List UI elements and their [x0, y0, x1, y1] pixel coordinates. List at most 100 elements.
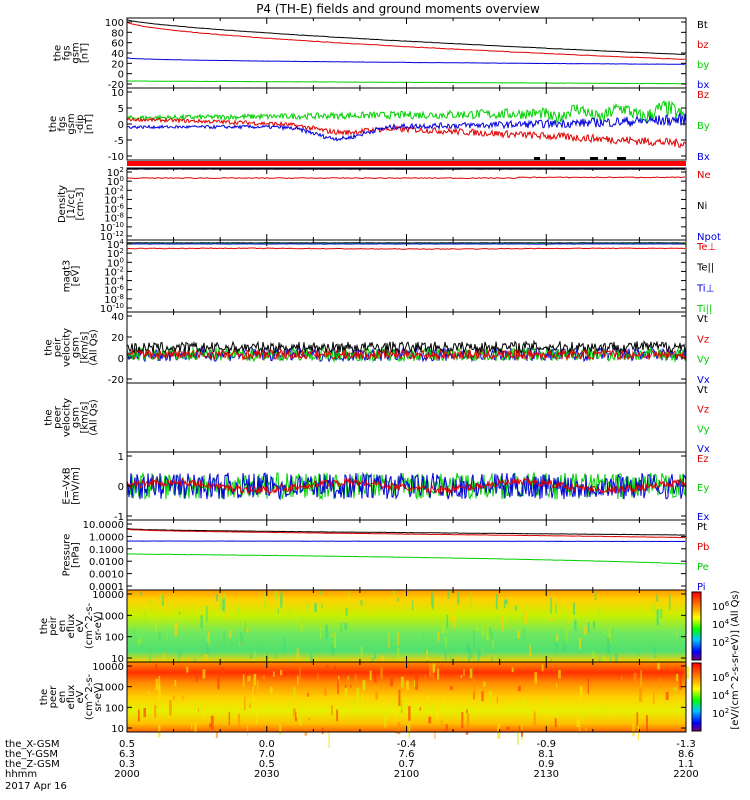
spectrogram-pixel: [404, 696, 407, 703]
spectrogram-pixel: [137, 709, 140, 722]
spectrogram-pixel: [263, 592, 266, 610]
spectrogram-pixel: [645, 697, 648, 706]
spectrogram-pixel: [300, 616, 304, 632]
spectrogram-pixel: [239, 641, 242, 645]
spectrogram-pixel: [259, 642, 261, 650]
spectrogram-pixel: [646, 715, 648, 732]
spectrogram-pixel: [205, 654, 208, 664]
spectrogram-pixel: [138, 638, 141, 644]
legend-by: by: [697, 60, 709, 71]
spectrogram-pixel: [250, 674, 252, 691]
spectrogram-pixel: [454, 659, 457, 663]
spectrogram-pixel: [505, 599, 508, 605]
ylabel-temp: [eV]: [71, 266, 82, 287]
spectrogram-pixel: [346, 679, 349, 684]
spectrogram-pixel: [209, 723, 212, 728]
spectrogram-pixel: [481, 642, 484, 656]
spectrogram-pixel: [133, 626, 135, 639]
colorbar-tick: 106: [712, 671, 730, 684]
spectrogram-pixel: [509, 615, 512, 628]
spectrogram-pixel: [460, 674, 463, 679]
series-bz: [126, 21, 686, 60]
ylabel-fgs-gsm: fgs: [62, 45, 73, 60]
spectrogram-pixel: [150, 599, 153, 604]
spectrogram-pixel: [620, 675, 623, 685]
spectrogram-pixel: [307, 603, 310, 609]
spectrogram-pixel: [637, 724, 640, 741]
spectrogram-pixel: [584, 606, 586, 614]
ytick-label: 0: [118, 120, 124, 131]
ylabel-efield: [mV/m]: [71, 467, 82, 505]
spectrogram-pixel: [453, 616, 456, 630]
spectrogram-pixel: [597, 608, 600, 615]
spectrogram-pixel: [419, 707, 422, 711]
spectrogram-pixel: [475, 627, 479, 632]
spectrogram-pixel: [221, 667, 224, 676]
ytick-label: 10: [111, 88, 124, 99]
spectrogram-pixel: [244, 621, 246, 636]
spectrogram-pixel: [299, 667, 301, 685]
spectrogram-pixel: [490, 632, 494, 641]
spectrogram-pixel: [360, 646, 363, 657]
spectrogram-pixel: [447, 590, 450, 599]
spectrogram-pixel: [587, 678, 589, 694]
spectrogram-pixel: [331, 645, 334, 656]
spectrogram-pixel: [344, 684, 347, 688]
spectrogram-pixel: [369, 670, 372, 681]
legend-ne: Ne: [697, 170, 711, 181]
ytick-label: 10.0000: [83, 520, 124, 531]
legend-vy: Vy: [697, 424, 710, 435]
spectrogram-pixel: [266, 653, 268, 659]
spectrogram-pixel: [676, 674, 679, 682]
ytick-label: 1000: [99, 683, 124, 694]
spectrogram-pixel: [558, 670, 561, 679]
spectrogram-pixel: [362, 679, 366, 691]
spectrogram-pixel: [296, 701, 298, 718]
spectrogram-pixel: [163, 652, 165, 662]
legend-te⊥: Te⊥: [696, 242, 716, 253]
ylabel-temp: magt3: [62, 260, 73, 293]
spectrogram-pixel: [511, 667, 514, 673]
spectrogram-pixel: [573, 602, 575, 615]
spectrogram-pixel: [657, 662, 660, 670]
xaxis-row-name: the_X-GSM: [5, 739, 59, 750]
xaxis-value: -0.4: [397, 739, 417, 750]
spectrogram-pixel: [673, 687, 677, 691]
legend-bz: bz: [697, 40, 709, 51]
spectrogram-pixel: [158, 631, 161, 642]
colorbar-tick: 104: [712, 689, 730, 702]
spectrogram-pixel: [336, 709, 339, 722]
spectrogram-pixel: [486, 623, 489, 641]
spectrogram-pixel: [280, 594, 282, 609]
spectrogram-pixel: [549, 617, 553, 622]
ytick-label: 10-4: [104, 275, 124, 288]
spectrogram-pixel: [242, 635, 245, 644]
ytick-label: 10000: [92, 662, 124, 673]
spectrogram-pixel: [174, 622, 178, 637]
series-pi: [126, 540, 686, 543]
legend-by: By: [697, 121, 710, 132]
spectrogram-pixel: [544, 698, 547, 704]
spectrogram-pixel: [331, 705, 334, 716]
xaxis-value: 0.5: [119, 739, 135, 750]
spectrogram-pixel: [496, 697, 499, 714]
series-pe: [127, 553, 686, 565]
spectrogram-pixel: [583, 626, 587, 635]
spectrogram-pixel: [445, 636, 447, 647]
spectrogram-pixel: [178, 611, 181, 615]
spectrogram-pixel: [608, 627, 612, 643]
spectrogram-pixel: [564, 638, 566, 648]
spectrogram-pixel: [611, 629, 614, 640]
spectrogram-pixel: [636, 650, 640, 656]
spectrogram-pixel: [331, 633, 333, 637]
spectrogram-pixel: [550, 597, 553, 614]
spectrogram-pixel: [206, 642, 209, 654]
spectrogram-pixel: [375, 692, 379, 700]
spectrogram-pixel: [522, 698, 525, 706]
spectrogram-pixel: [466, 643, 469, 652]
spectrogram-pixel: [140, 591, 142, 596]
spectrogram-pixel: [563, 643, 565, 653]
spectrogram-pixel: [660, 609, 663, 619]
spectrogram-pixel: [431, 664, 434, 671]
spectrogram-pixel: [249, 703, 251, 708]
